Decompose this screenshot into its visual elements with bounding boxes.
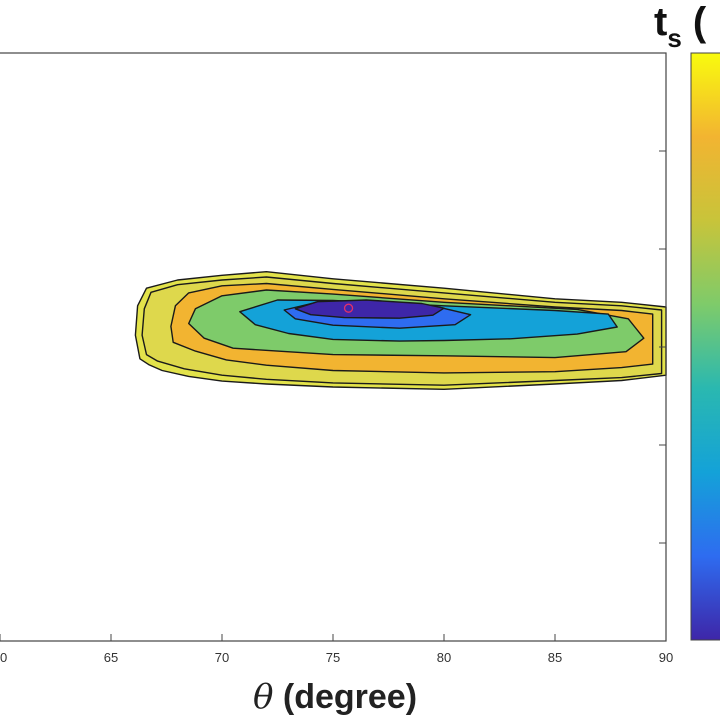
contour-layer (134, 271, 667, 390)
x-tick-labels: 60 65 70 75 80 85 90 (0, 650, 673, 665)
tick-layer (0, 150, 667, 641)
colorbar-title-main: t (654, 0, 667, 44)
x-axis-theta-symbol: θ (253, 677, 273, 717)
x-axis-title-text: (degree) (273, 678, 417, 716)
contour-level-7 (294, 299, 445, 319)
colorbar (690, 52, 720, 641)
colorbar-title-suffix: ( (682, 0, 707, 44)
x-tick-label-4: 80 (437, 650, 451, 665)
marker-layer (343, 303, 354, 313)
x-tick-label-0: 60 (0, 650, 7, 665)
x-tick-label-2: 70 (215, 650, 229, 665)
x-tick-label-1: 65 (104, 650, 118, 665)
x-tick-label-5: 85 (548, 650, 562, 665)
x-tick-label-3: 75 (326, 650, 340, 665)
colorbar-title: ts ( (654, 0, 707, 53)
colorbar-title-subscript: s (667, 23, 681, 53)
minimum-marker (343, 303, 354, 313)
x-axis-title: θ (degree) (253, 677, 417, 717)
x-tick-label-6: 90 (659, 650, 673, 665)
